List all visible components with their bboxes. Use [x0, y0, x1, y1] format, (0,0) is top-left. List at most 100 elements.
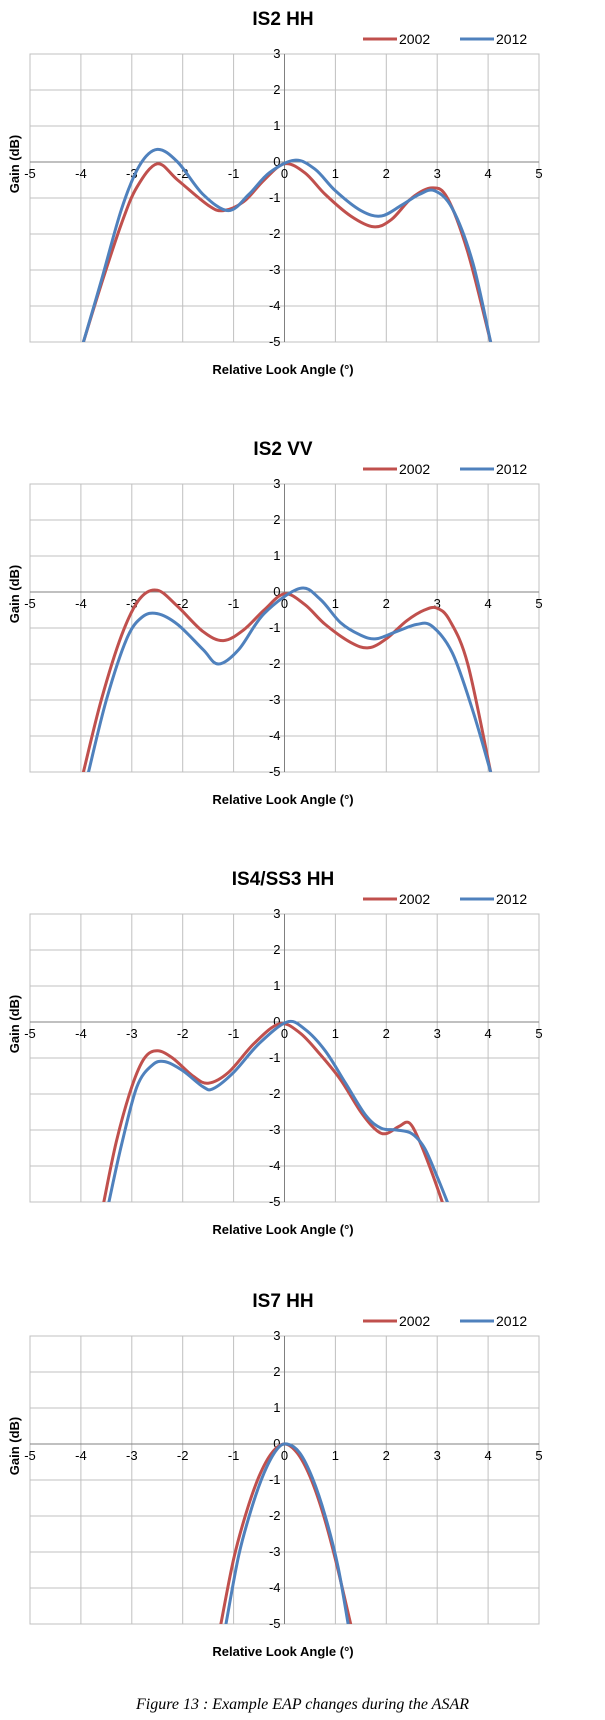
chart-title: IS2 VV	[253, 439, 312, 460]
y-tick-label: 0	[273, 154, 280, 169]
x-tick-label: -3	[126, 166, 138, 181]
series-line-2012	[224, 1442, 350, 1624]
y-tick-label: 0	[273, 1014, 280, 1029]
x-tick-label: 3	[434, 166, 441, 181]
y-tick-label: 1	[273, 118, 280, 133]
x-tick-label: -5	[24, 596, 36, 611]
x-tick-label: 1	[332, 596, 339, 611]
y-tick-label: -2	[269, 656, 281, 671]
x-tick-label: -2	[177, 596, 189, 611]
legend-label-2012: 2012	[496, 31, 527, 47]
x-tick-label: 5	[535, 1448, 542, 1463]
y-tick-label: 0	[273, 584, 280, 599]
y-tick-label: -5	[269, 334, 281, 349]
x-tick-label: 1	[332, 1026, 339, 1041]
y-tick-label: 0	[273, 1436, 280, 1451]
legend-label-2002: 2002	[399, 31, 430, 47]
y-tick-label: -3	[269, 1544, 281, 1559]
y-tick-label: -4	[269, 298, 281, 313]
y-tick-label: -4	[269, 728, 281, 743]
y-tick-label: -5	[269, 764, 281, 779]
y-tick-label: 2	[273, 942, 280, 957]
y-tick-label: -3	[269, 262, 281, 277]
y-tick-label: -1	[269, 1472, 281, 1487]
y-axis-label: Gain (dB)	[7, 135, 22, 194]
y-tick-label: -3	[269, 1122, 281, 1137]
x-tick-label: -1	[228, 1448, 240, 1463]
x-axis-label: Relative Look Angle (°)	[212, 792, 353, 807]
x-tick-label: -2	[177, 1448, 189, 1463]
chart-title: IS4/SS3 HH	[232, 869, 334, 890]
series-line-2002	[81, 588, 493, 772]
chart-title: IS7 HH	[252, 1291, 313, 1312]
y-tick-label: -1	[269, 190, 281, 205]
x-tick-label: -2	[177, 166, 189, 181]
chart-title: IS2 HH	[252, 9, 313, 30]
y-tick-label: 2	[273, 1364, 280, 1379]
y-tick-label: -5	[269, 1616, 281, 1631]
x-tick-label: -4	[75, 1026, 87, 1041]
y-tick-label: -1	[269, 1050, 281, 1065]
y-tick-label: 1	[273, 548, 280, 563]
x-tick-label: 2	[383, 1026, 390, 1041]
figure-caption: Figure 13 : Example EAP changes during t…	[136, 1696, 469, 1713]
series-line-2012	[107, 1019, 449, 1202]
x-tick-label: 1	[332, 166, 339, 181]
y-tick-label: -2	[269, 1086, 281, 1101]
legend-label-2012: 2012	[496, 461, 527, 477]
x-tick-label: -5	[24, 166, 36, 181]
x-tick-label: -3	[126, 1448, 138, 1463]
x-tick-label: 4	[484, 1448, 491, 1463]
x-tick-label: 5	[535, 1026, 542, 1041]
y-tick-label: -5	[269, 1194, 281, 1209]
legend-label-2012: 2012	[496, 891, 527, 907]
x-tick-label: -1	[228, 166, 240, 181]
y-tick-label: 3	[273, 1328, 280, 1343]
x-tick-label: 5	[535, 166, 542, 181]
y-tick-label: -4	[269, 1580, 281, 1595]
y-tick-label: 3	[273, 46, 280, 61]
x-tick-label: -1	[228, 1026, 240, 1041]
legend-label-2012: 2012	[496, 1313, 527, 1329]
x-tick-label: -4	[75, 596, 87, 611]
y-tick-label: 1	[273, 978, 280, 993]
legend-label-2002: 2002	[399, 1313, 430, 1329]
x-axis-label: Relative Look Angle (°)	[212, 362, 353, 377]
y-tick-label: 3	[273, 476, 280, 491]
y-axis-label: Gain (dB)	[7, 1417, 22, 1476]
x-tick-label: 2	[383, 1448, 390, 1463]
x-tick-label: 4	[484, 596, 491, 611]
x-tick-label: 0	[281, 1448, 288, 1463]
x-tick-label: -5	[24, 1448, 36, 1463]
x-axis-label: Relative Look Angle (°)	[212, 1644, 353, 1659]
x-tick-label: 3	[434, 1026, 441, 1041]
x-tick-label: 2	[383, 596, 390, 611]
x-tick-label: 4	[484, 1026, 491, 1041]
x-tick-label: 2	[383, 166, 390, 181]
y-axis-label: Gain (dB)	[7, 995, 22, 1054]
y-tick-label: 2	[273, 82, 280, 97]
y-tick-label: -2	[269, 226, 281, 241]
legend-label-2002: 2002	[399, 891, 430, 907]
y-tick-label: -3	[269, 692, 281, 707]
y-tick-label: -2	[269, 1508, 281, 1523]
x-tick-label: -4	[75, 166, 87, 181]
y-tick-label: -1	[269, 620, 281, 635]
x-tick-label: 0	[281, 596, 288, 611]
x-tick-label: 3	[434, 1448, 441, 1463]
x-tick-label: 3	[434, 596, 441, 611]
x-tick-label: -1	[228, 596, 240, 611]
legend-label-2002: 2002	[399, 461, 430, 477]
x-tick-label: 0	[281, 166, 288, 181]
x-tick-label: -4	[75, 1448, 87, 1463]
y-tick-label: 2	[273, 512, 280, 527]
x-tick-label: -3	[126, 1026, 138, 1041]
y-tick-label: 3	[273, 906, 280, 921]
x-axis-label: Relative Look Angle (°)	[212, 1222, 353, 1237]
x-tick-label: -2	[177, 1026, 189, 1041]
x-tick-label: 0	[281, 1026, 288, 1041]
